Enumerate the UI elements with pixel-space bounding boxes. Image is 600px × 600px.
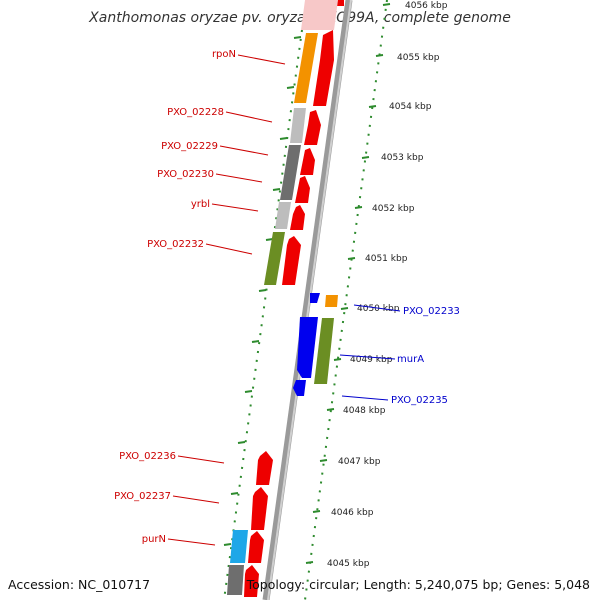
scale-label: 4048 kbp xyxy=(343,406,386,416)
gene-label-mura[interactable]: murA xyxy=(397,354,424,365)
map-title: Xanthomonas oryzae pv. oryzae PXO99A, co… xyxy=(89,10,511,26)
gene-label-pxo-02237[interactable]: PXO_02237 xyxy=(114,491,171,502)
scale-label: 4051 kbp xyxy=(365,254,408,264)
gene-label-pxo-02236[interactable]: PXO_02236 xyxy=(119,451,176,462)
backbone xyxy=(262,0,353,600)
gene-label-pxo-02233[interactable]: PXO_02233 xyxy=(403,306,460,317)
scale-label: 4055 kbp xyxy=(397,53,440,63)
gene-02228-light xyxy=(290,108,306,143)
gene-label-pxo-02235[interactable]: PXO_02235 xyxy=(391,395,448,406)
scale-label: 4047 kbp xyxy=(338,457,381,467)
gene-bottom-dark xyxy=(227,565,244,595)
scale-label: 4056 kbp xyxy=(405,1,448,11)
scale-label: 4045 kbp xyxy=(327,559,370,569)
gene-label-purn[interactable]: purN xyxy=(142,534,166,545)
gene-label-pxo-02228[interactable]: PXO_02228 xyxy=(167,107,224,118)
reverse-features xyxy=(293,293,338,396)
summary-text: Topology: circular; Length: 5,240,075 bp… xyxy=(246,577,590,592)
forward-leaders xyxy=(167,54,286,546)
gene-label-pxo-02232[interactable]: PXO_02232 xyxy=(147,239,204,250)
gene-02232-olive xyxy=(264,232,285,285)
gene-label-rpon[interactable]: rpoN xyxy=(212,49,236,60)
major-ticks xyxy=(305,3,391,564)
gene-label-pxo-02229[interactable]: PXO_02229 xyxy=(161,141,218,152)
gene-02229-dark xyxy=(280,145,301,200)
scale-label: 4049 kbp xyxy=(350,355,393,365)
inner-major-ticks xyxy=(223,36,302,546)
scale-label: 4050 kbp xyxy=(357,304,400,314)
scale-label: 4054 kbp xyxy=(389,102,432,112)
scale-label: 4052 kbp xyxy=(372,204,415,214)
forward-inner-features xyxy=(227,33,318,595)
gene-rpon-orange xyxy=(294,33,318,103)
gene-label-pxo-02230[interactable]: PXO_02230 xyxy=(157,169,214,180)
scale-label: 4046 kbp xyxy=(331,508,374,518)
forward-cds-arrows xyxy=(244,30,334,597)
gene-label-yrbl[interactable]: yrbl xyxy=(191,199,210,210)
top-features xyxy=(301,0,344,30)
scale-label: 4053 kbp xyxy=(381,153,424,163)
gene-purn-cyan xyxy=(230,530,248,563)
outer-dotted-ring xyxy=(304,0,388,600)
gene-yrbl-light xyxy=(275,202,291,229)
accession-text: Accession: NC_010717 xyxy=(8,577,151,592)
reverse-leaders xyxy=(339,304,401,401)
